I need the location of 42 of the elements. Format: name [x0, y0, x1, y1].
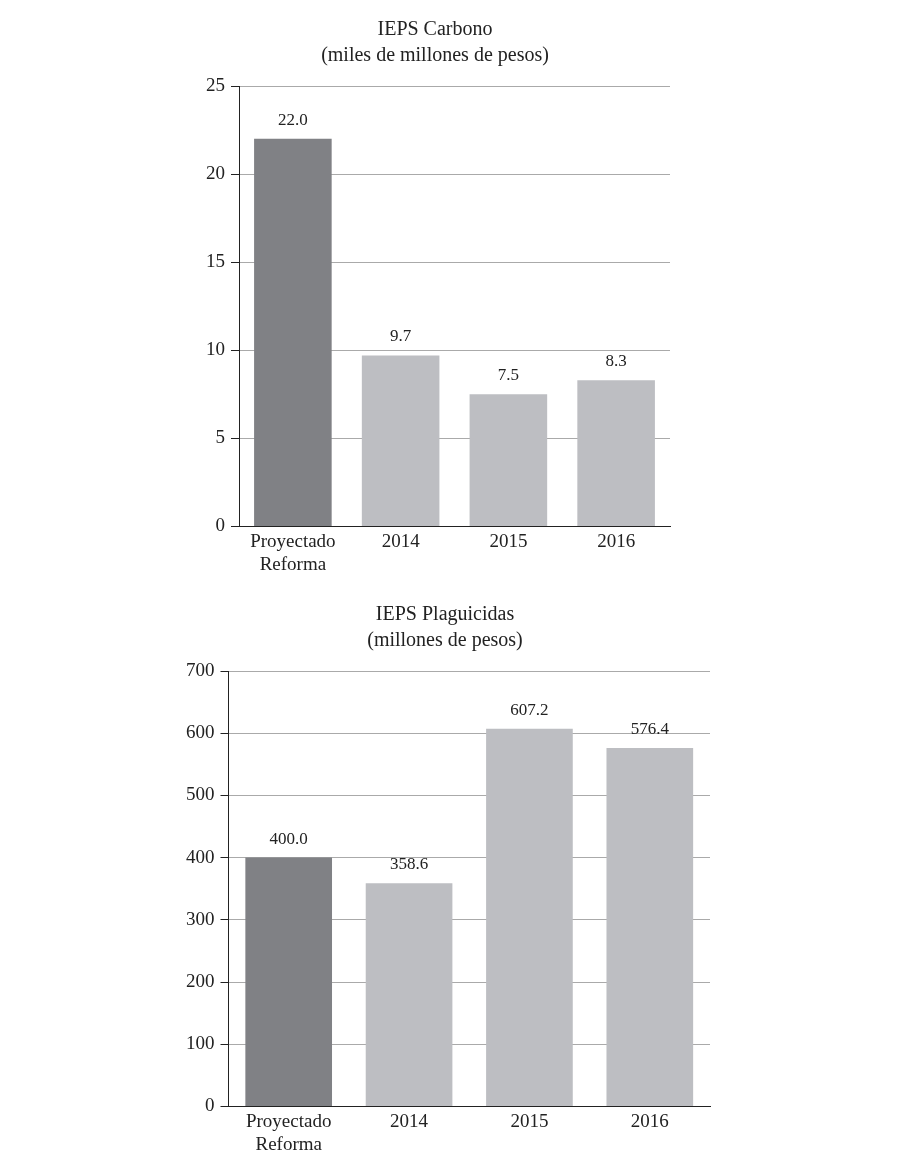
- y-tick-label: 200: [186, 969, 215, 991]
- y-tick-label: 300: [186, 907, 215, 929]
- data-label: 576.4: [630, 718, 670, 738]
- y-tick-label: 0: [205, 1094, 215, 1116]
- data-label: 7.5: [497, 365, 519, 385]
- x-tick-label: Proyectado Reforma: [245, 1109, 332, 1154]
- data-label: 400.0: [269, 828, 308, 848]
- bar: [361, 355, 440, 526]
- x-tick-label: 2016: [597, 529, 636, 551]
- x-tick-label: Proyectado Reforma: [250, 529, 336, 574]
- bar: [606, 747, 694, 1106]
- y-tick-label: 20: [206, 162, 225, 184]
- x-tick-label: 2014: [390, 1109, 429, 1131]
- y-tick-label: 400: [186, 845, 215, 867]
- bar: [469, 394, 548, 526]
- data-label: 8.3: [605, 351, 627, 371]
- y-tick-label: 0: [215, 514, 225, 536]
- y-tick-label: 600: [186, 721, 215, 743]
- data-label: 9.7: [390, 326, 412, 346]
- chart-title: IEPS Plaguicidas: [375, 602, 515, 626]
- y-tick-label: 100: [186, 1032, 215, 1054]
- chart-subtitle: (miles de millones de pesos): [321, 43, 549, 67]
- bar: [245, 857, 333, 1106]
- y-tick-label: 10: [206, 338, 225, 360]
- x-tick-label: 2015: [510, 1109, 549, 1131]
- chart-title: IEPS Carbono: [377, 17, 493, 40]
- x-tick-label: 2016: [630, 1109, 669, 1131]
- x-tick-label: 2014: [381, 529, 421, 551]
- data-label: 22.0: [278, 109, 308, 129]
- y-tick-label: 5: [215, 426, 225, 448]
- bar: [486, 728, 573, 1106]
- data-label: 358.6: [389, 854, 429, 874]
- x-tick-label: 2015: [489, 529, 528, 551]
- y-tick-label: 15: [206, 250, 225, 272]
- data-label: 607.2: [510, 699, 549, 719]
- y-tick-label: 25: [206, 73, 225, 95]
- bar: [365, 883, 453, 1106]
- y-tick-label: 500: [186, 783, 215, 805]
- y-tick-label: 700: [186, 658, 215, 680]
- bar: [577, 380, 655, 526]
- chart-subtitle: (millones de pesos): [367, 628, 523, 652]
- bar: [254, 138, 332, 526]
